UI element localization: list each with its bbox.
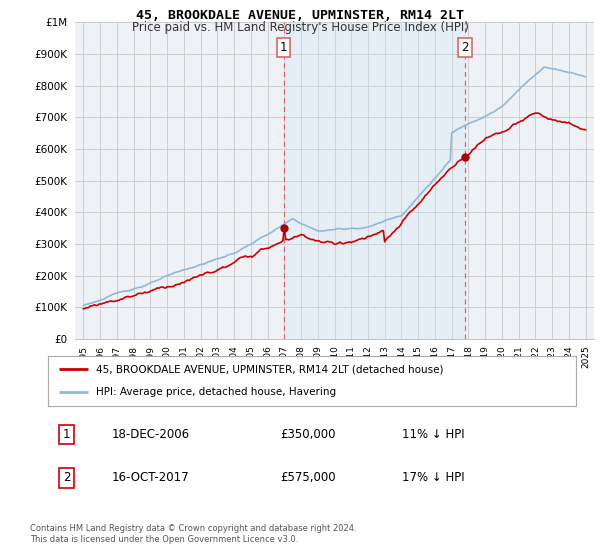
Text: HPI: Average price, detached house, Havering: HPI: Average price, detached house, Have… <box>95 388 335 398</box>
Text: 17% ↓ HPI: 17% ↓ HPI <box>402 472 464 484</box>
Text: 1: 1 <box>280 41 287 54</box>
Text: 2: 2 <box>461 41 469 54</box>
Bar <box>284 22 465 339</box>
Text: 2: 2 <box>63 472 70 484</box>
Text: 1: 1 <box>63 428 70 441</box>
Text: 45, BROOKDALE AVENUE, UPMINSTER, RM14 2LT (detached house): 45, BROOKDALE AVENUE, UPMINSTER, RM14 2L… <box>95 364 443 374</box>
Text: 16-OCT-2017: 16-OCT-2017 <box>112 472 189 484</box>
Text: 18-DEC-2006: 18-DEC-2006 <box>112 428 190 441</box>
Text: £350,000: £350,000 <box>280 428 336 441</box>
Text: £575,000: £575,000 <box>280 472 336 484</box>
Text: Price paid vs. HM Land Registry's House Price Index (HPI): Price paid vs. HM Land Registry's House … <box>131 21 469 34</box>
Text: 11% ↓ HPI: 11% ↓ HPI <box>402 428 464 441</box>
Text: 45, BROOKDALE AVENUE, UPMINSTER, RM14 2LT: 45, BROOKDALE AVENUE, UPMINSTER, RM14 2L… <box>136 9 464 22</box>
Text: Contains HM Land Registry data © Crown copyright and database right 2024.
This d: Contains HM Land Registry data © Crown c… <box>30 524 356 544</box>
